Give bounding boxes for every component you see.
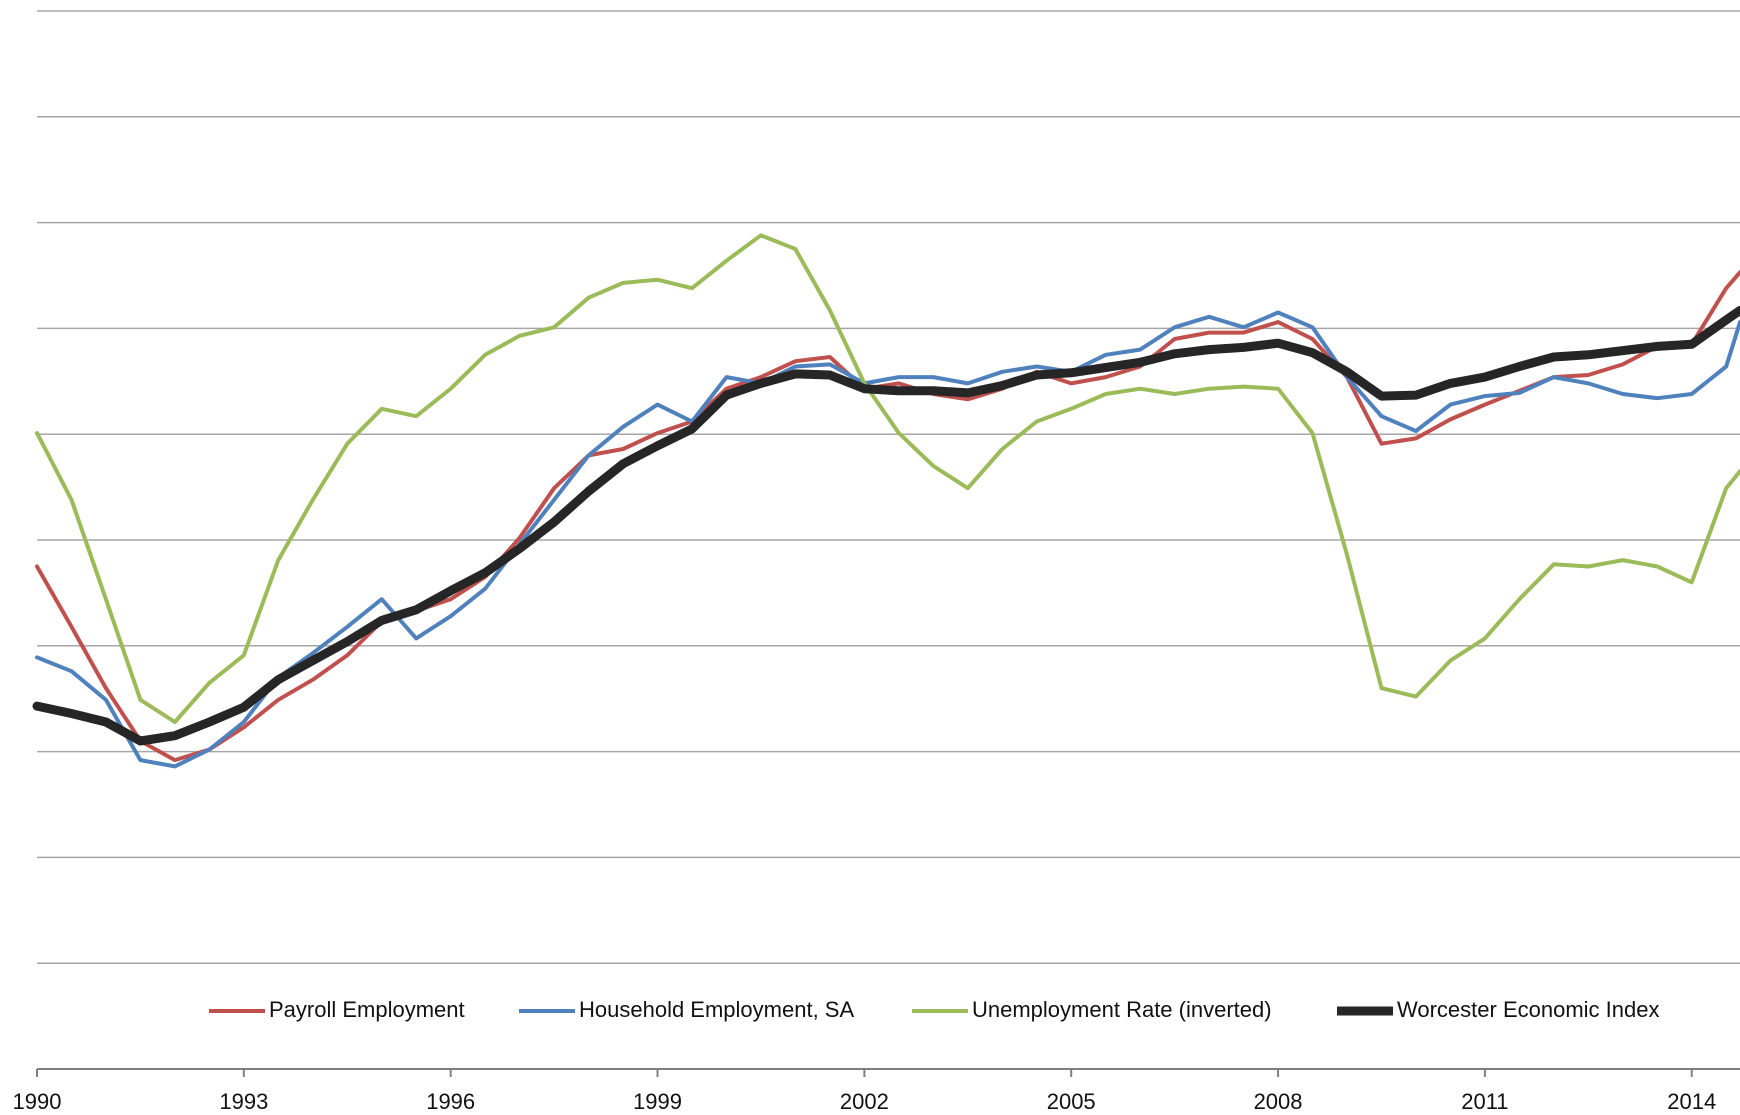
legend-label: Household Employment, SA: [579, 997, 854, 1022]
legend-label: Unemployment Rate (inverted): [972, 997, 1272, 1022]
x-tick-label: 2002: [840, 1089, 889, 1114]
series-line: [35, 310, 1740, 769]
x-tick-label: 2008: [1254, 1089, 1303, 1114]
x-tick-label: 2011: [1461, 1089, 1508, 1114]
x-tick-label: 1999: [633, 1089, 682, 1114]
x-tick-label: 2014: [1667, 1089, 1716, 1114]
x-tick-label: 2005: [1047, 1089, 1096, 1114]
series-line: [35, 270, 1740, 763]
x-tick-label: 1990: [13, 1089, 62, 1114]
x-tick-label: 1993: [219, 1089, 268, 1114]
x-tick-label: 1996: [426, 1089, 475, 1114]
legend-label: Payroll Employment: [269, 997, 465, 1022]
series-line: [32, 305, 1740, 746]
series-line: [35, 233, 1740, 724]
legend-label: Worcester Economic Index: [1397, 997, 1659, 1022]
